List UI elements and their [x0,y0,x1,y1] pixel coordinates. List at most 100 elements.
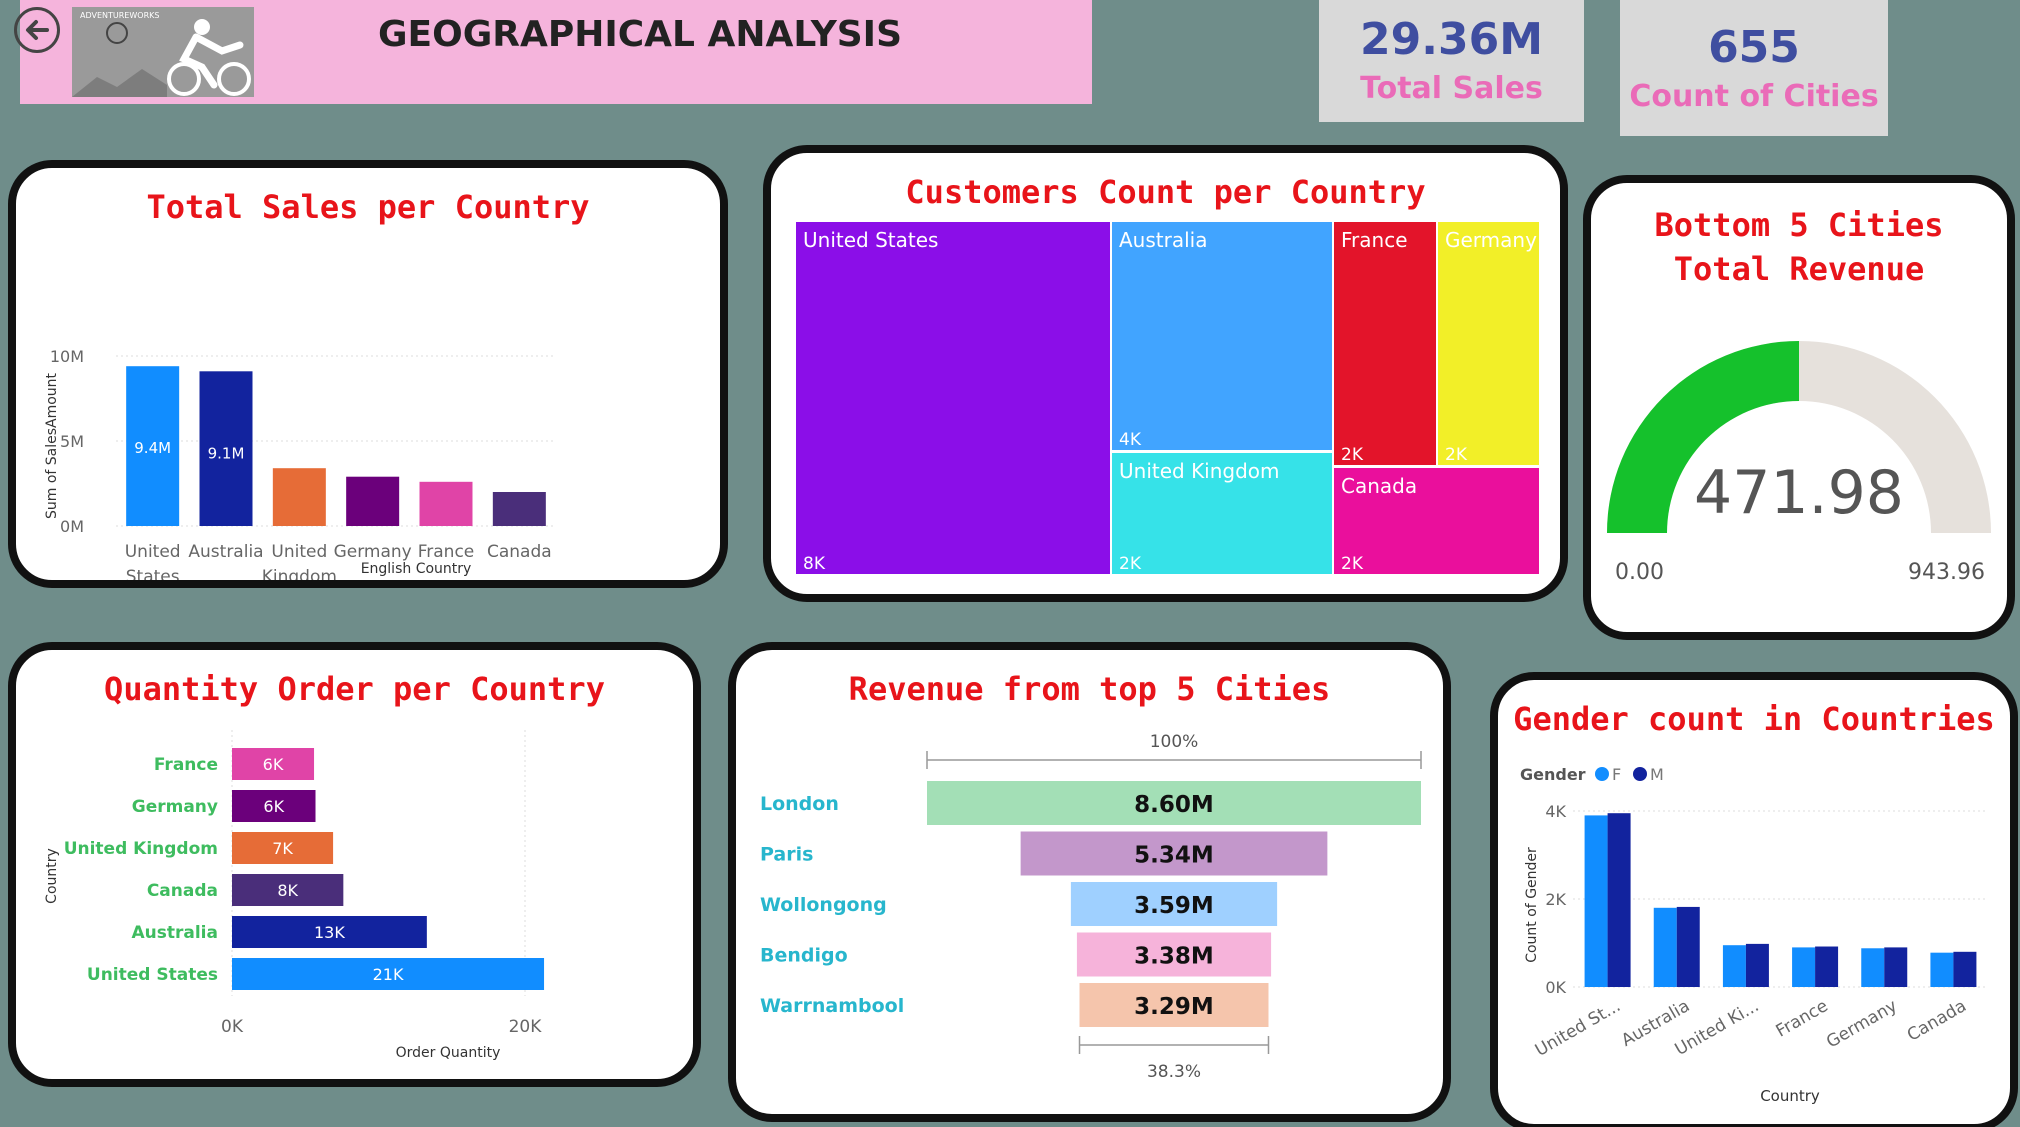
treemap-category-label: United Kingdom [1119,459,1280,483]
x-tick-label: United [271,542,327,562]
y-tick-label: 0M [60,517,84,536]
x-tick-label: Kingdom [262,567,337,580]
gauge-value: 471.98 [1694,458,1904,528]
bar [419,481,473,526]
customers-card: Customers Count per Country United State… [763,145,1568,602]
bar [1815,946,1839,987]
treemap-tile [1436,220,1541,467]
data-label: 3.4M [281,541,318,559]
data-label: 8.60M [1134,792,1214,818]
legend-marker [1595,767,1609,781]
treemap-value-label: 2K [1341,445,1364,465]
funnel-bar [1020,831,1328,876]
bar [232,790,316,822]
legend-label: F [1612,765,1621,784]
bar [1861,948,1885,987]
bar [232,874,344,906]
cyclist-icon [72,19,251,97]
legend-title: Gender [1520,765,1586,784]
data-label: 3.38M [1134,944,1214,970]
bar [1745,943,1769,987]
card-title: Total Sales per Country [146,188,590,226]
bar [1792,947,1816,987]
quantity-card: Quantity Order per Country 0K 20K 6K France… [8,642,701,1087]
treemap-tile [1332,466,1541,576]
page-title: GEOGRAPHICAL ANALYSIS [377,14,903,55]
x-tick-label: Canada [487,542,552,562]
bar [199,371,253,526]
funnel-category-label: Paris [760,844,813,866]
card-title: Bottom 5 Cities Total Revenue [1654,206,1944,288]
funnel-top-percent: 100% [1150,732,1199,752]
bar [1584,815,1608,987]
x-axis-title: Order Quantity [396,1045,501,1061]
y-tick-label: 10M [50,347,84,366]
x-axis-title: English Country [361,561,472,577]
data-label: 9.4M [134,439,171,457]
treemap-value-label: 4K [1119,430,1142,450]
logo-text: ADVENTUREWORKS [80,11,160,20]
bar [1607,813,1631,987]
gauge-min-label: 0.00 [1615,560,1664,585]
x-tick-label: France [418,542,475,562]
bar [1953,951,1977,987]
bar [126,366,180,526]
card-title: Quantity Order per Country [104,670,605,708]
data-label: 3.59M [1134,893,1214,919]
gender-card: Gender count in Countries 0K 2K 4K Gender F M… [1490,672,2018,1127]
treemap-value-label: 2K [1119,554,1142,574]
x-tick-label: 20K [509,1017,543,1037]
y-category-label: United States [87,965,218,985]
quantity-chart: 0K 20K 6K France 6K Germany 7K United Kingdom 8K… [44,730,545,1061]
funnel-bottom-percent: 38.3% [1147,1062,1201,1082]
y-axis-title: Sum of SalesAmount [44,372,60,519]
bar [1676,906,1700,987]
y-axis-title: Count of Gender [1524,847,1540,963]
funnel-bar [1070,882,1278,926]
kpi-value: 655 [1708,22,1800,73]
data-label: 2.0M [501,565,538,580]
funnel-category-label: Warrnambool [760,995,904,1017]
x-tick-label: States [126,567,180,580]
legend-label: M [1650,765,1664,784]
revenue-gauge: 471.98 0.00 943.96 [1607,341,1991,585]
bar [492,492,546,526]
treemap-category-label: United States [803,228,938,252]
y-tick-label: 2K [1545,890,1566,909]
treemap-category-label: Canada [1341,474,1417,498]
gauge-fill [1607,341,1799,533]
customers-treemap: United States 8K Australia 4K United Kingdom… [794,220,1541,576]
bar [232,748,315,780]
funnel-category-label: London [760,793,839,815]
gauge-max-label: 943.96 [1908,560,1985,585]
data-label: 7K [272,839,293,858]
x-tick-label: Germany [1823,996,1901,1052]
treemap-category-label: Germany [1445,228,1537,252]
x-tick-label: Australia [188,542,263,562]
data-label: 5.34M [1134,843,1214,869]
bar [272,468,326,526]
funnel-bar [1079,983,1269,1027]
back-button[interactable] [14,7,60,53]
y-tick-label: 5M [60,432,84,451]
treemap-value-label: 8K [803,554,826,574]
data-label: 21K [373,965,404,984]
y-axis-title: Country [44,848,60,904]
x-axis-title: Country [1760,1087,1820,1105]
card-title: Customers Count per Country [905,173,1426,211]
kpi-total-sales: 29.36M Total Sales [1319,0,1584,122]
bar [1653,907,1677,987]
y-category-label: France [154,755,218,775]
funnel-category-label: Wollongong [760,894,887,916]
y-tick-label: 0K [1545,978,1566,997]
data-label: 9.1M [208,444,245,462]
kpi-label: Count of Cities [1629,79,1879,114]
y-category-label: Australia [132,923,219,943]
bar [232,958,545,990]
revenue-funnel: 100% 8.60M London 5.34M Paris 3.59M Wollongong… [760,732,1422,1082]
bar [346,476,400,526]
treemap-value-label: 2K [1341,554,1364,574]
data-label: 3.29M [1134,994,1214,1020]
arrow-left-icon [26,20,49,40]
bar [232,916,427,948]
